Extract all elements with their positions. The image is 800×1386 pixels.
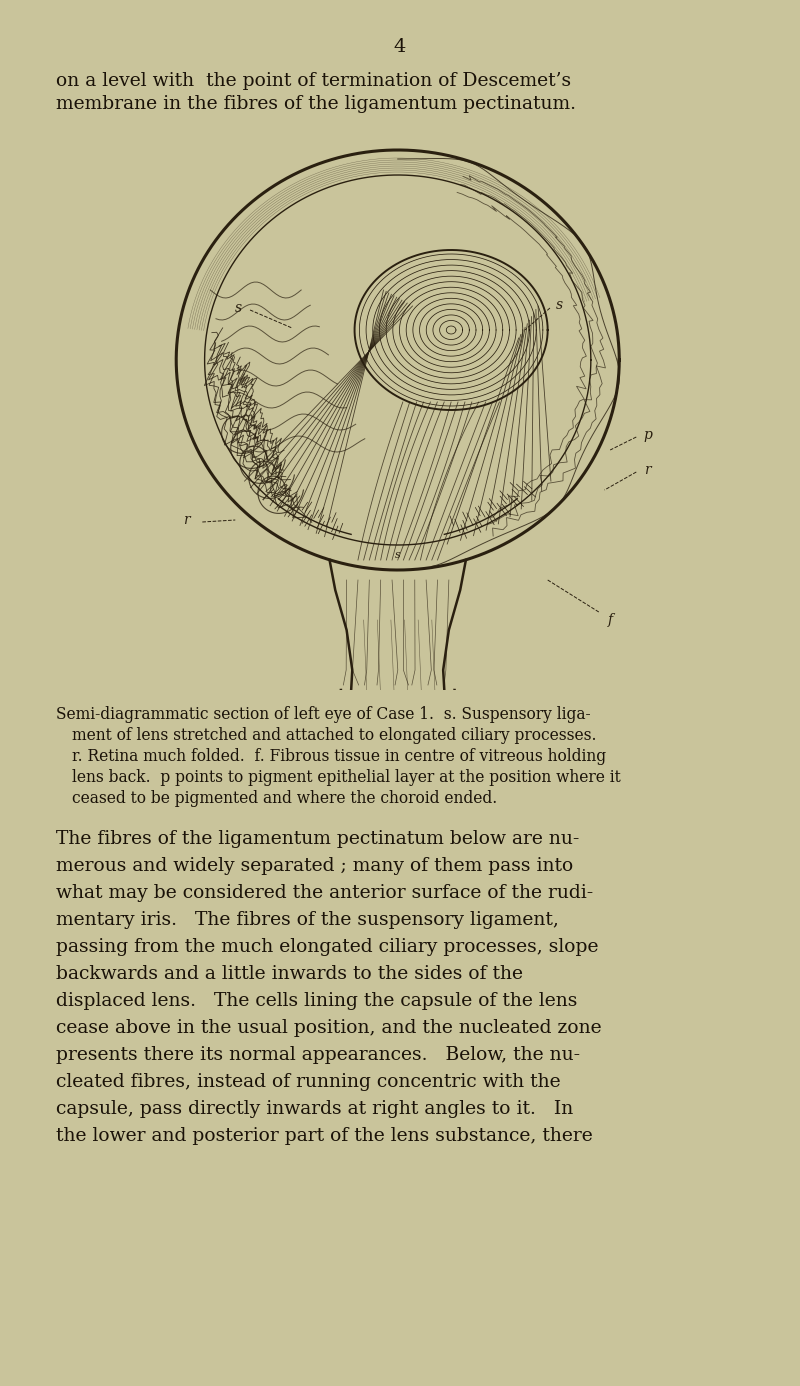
Text: r. Retina much folded.  f. Fibrous tissue in centre of vitreous holding: r. Retina much folded. f. Fibrous tissue… bbox=[72, 748, 606, 765]
Text: cease above in the usual position, and the nucleated zone: cease above in the usual position, and t… bbox=[56, 1019, 602, 1037]
Text: displaced lens.   The cells lining the capsule of the lens: displaced lens. The cells lining the cap… bbox=[56, 992, 578, 1010]
Text: f: f bbox=[607, 613, 613, 626]
Text: The fibres of the ligamentum pectinatum below are nu-: The fibres of the ligamentum pectinatum … bbox=[56, 830, 579, 848]
Text: s: s bbox=[235, 301, 242, 315]
Text: passing from the much elongated ciliary processes, slope: passing from the much elongated ciliary … bbox=[56, 938, 598, 956]
Text: presents there its normal appearances.   Below, the nu-: presents there its normal appearances. B… bbox=[56, 1046, 580, 1064]
Text: membrane in the fibres of the ligamentum pectinatum.: membrane in the fibres of the ligamentum… bbox=[56, 96, 576, 114]
Text: s: s bbox=[555, 298, 562, 312]
Text: backwards and a little inwards to the sides of the: backwards and a little inwards to the si… bbox=[56, 965, 523, 983]
Text: what may be considered the anterior surface of the rudi-: what may be considered the anterior surf… bbox=[56, 884, 594, 902]
Text: p: p bbox=[643, 428, 652, 442]
Text: ment of lens stretched and attached to elongated ciliary processes.: ment of lens stretched and attached to e… bbox=[72, 728, 597, 744]
Text: 4: 4 bbox=[394, 37, 406, 55]
Text: s: s bbox=[395, 550, 401, 560]
Text: on a level with  the point of termination of Descemet’s: on a level with the point of termination… bbox=[56, 72, 571, 90]
Text: capsule, pass directly inwards at right angles to it.   In: capsule, pass directly inwards at right … bbox=[56, 1100, 574, 1119]
Text: r: r bbox=[644, 463, 651, 477]
Text: r: r bbox=[183, 513, 190, 527]
Text: mentary iris.   The fibres of the suspensory ligament,: mentary iris. The fibres of the suspenso… bbox=[56, 911, 559, 929]
Text: lens back.  p points to pigment epithelial layer at the position where it: lens back. p points to pigment epithelia… bbox=[72, 769, 621, 786]
Text: merous and widely separated ; many of them pass into: merous and widely separated ; many of th… bbox=[56, 857, 574, 875]
Text: the lower and posterior part of the lens substance, there: the lower and posterior part of the lens… bbox=[56, 1127, 593, 1145]
Text: Semi-diagrammatic section of left eye of Case 1.  s. Suspensory liga-: Semi-diagrammatic section of left eye of… bbox=[56, 705, 590, 723]
Text: cleated fibres, instead of running concentric with the: cleated fibres, instead of running conce… bbox=[56, 1073, 561, 1091]
Text: ceased to be pigmented and where the choroid ended.: ceased to be pigmented and where the cho… bbox=[72, 790, 498, 807]
